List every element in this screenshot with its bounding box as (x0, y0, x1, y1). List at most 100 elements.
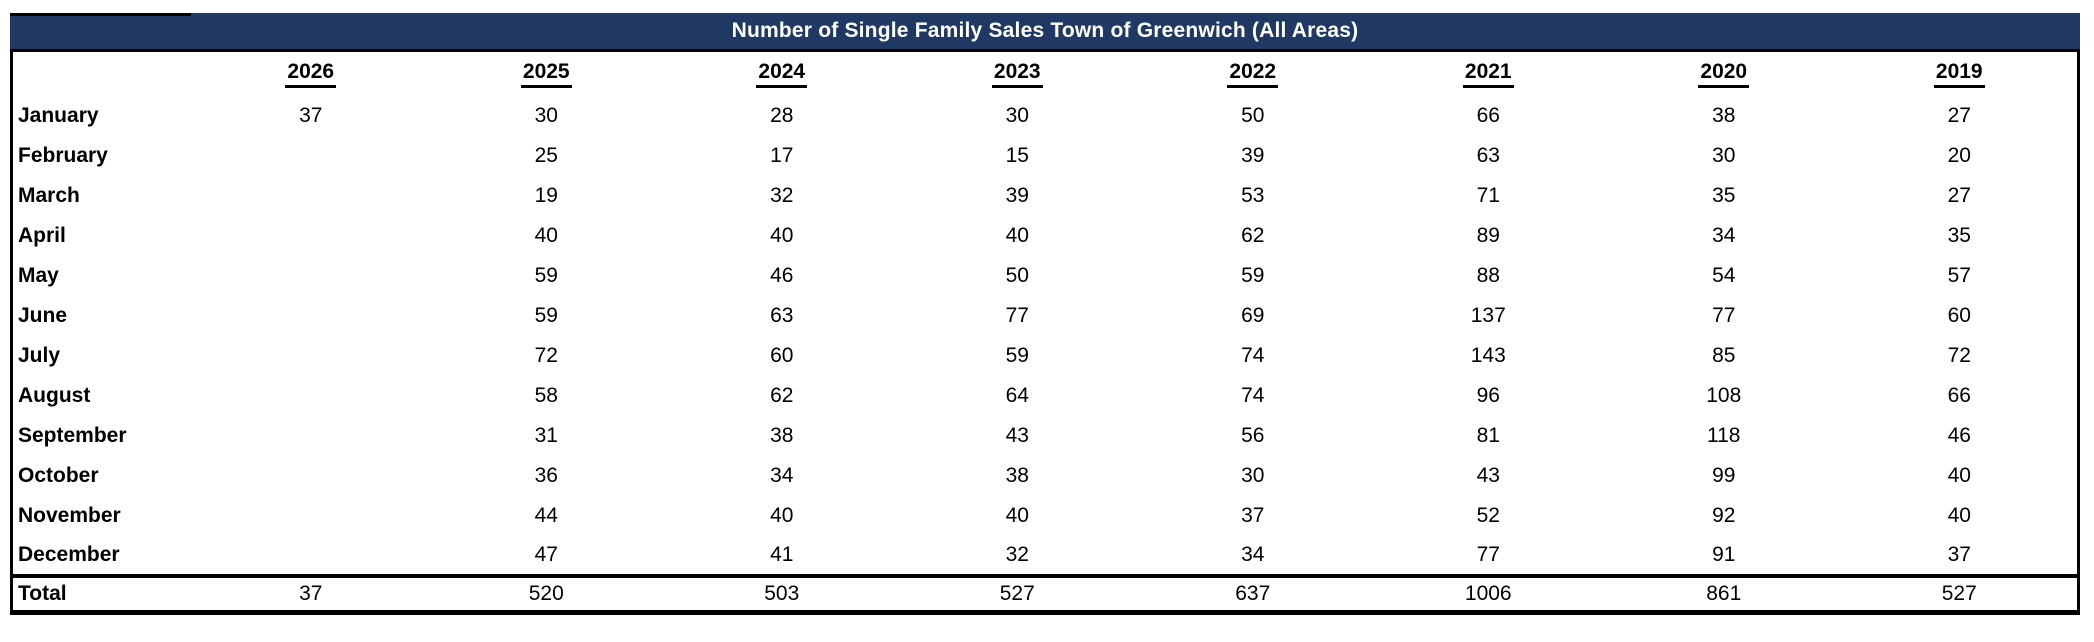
sales-value-cell: 39 (1005, 184, 1029, 207)
sales-value-cell (193, 136, 429, 176)
sales-value-cell: 77 (1712, 304, 1736, 327)
sales-value-cell: 74 (1241, 344, 1265, 367)
sales-value-cell: 32 (770, 184, 794, 207)
total-value-cell: 527 (899, 574, 1135, 610)
sales-value-cell: 89 (1476, 224, 1500, 247)
sales-value-cell: 41 (770, 543, 794, 566)
sales-value-cell: 34 (770, 464, 794, 487)
total-value-cell: 637 (1135, 574, 1371, 610)
sales-value-cell: 34 (1241, 543, 1265, 566)
sales-value-cell: 118 (1707, 424, 1741, 447)
sales-value-cell: 50 (1241, 104, 1265, 127)
sales-value-cell: 20 (1947, 144, 1971, 167)
sales-value-cell: 72 (1947, 344, 1971, 367)
sales-value-cell: 43 (1005, 424, 1029, 447)
sales-value-cell: 71 (1476, 184, 1500, 207)
table-row: October 36 34 38 30 43 99 40 (13, 456, 2077, 496)
sales-value-cell: 69 (1241, 304, 1265, 327)
year-label: 2020 (1698, 60, 1750, 88)
table-row: November 44 40 40 37 52 92 40 (13, 496, 2077, 536)
sales-value-cell: 40 (1005, 224, 1029, 247)
sales-value-cell (193, 376, 429, 416)
table-title: Number of Single Family Sales Town of Gr… (731, 19, 1359, 42)
sales-value-cell (193, 176, 429, 216)
sales-value-cell: 17 (770, 144, 794, 167)
sales-value-cell: 39 (1241, 144, 1265, 167)
monthly-sales-table: 2026 2025 2024 2023 2022 2021 2020 2019 January… (13, 52, 2077, 610)
sales-value-cell: 40 (1947, 504, 1971, 527)
sales-value-cell: 35 (1947, 224, 1971, 247)
sales-value-cell: 53 (1241, 184, 1265, 207)
month-label: June (18, 304, 68, 327)
table-row: April 40 40 40 62 89 34 35 (13, 216, 2077, 256)
sales-value-cell: 30 (1712, 144, 1736, 167)
sales-value-cell: 92 (1712, 504, 1736, 527)
sales-value-cell: 44 (534, 504, 558, 527)
year-column-header: 2022 (1135, 52, 1371, 96)
total-value-cell: 527 (1841, 574, 2077, 610)
sales-value-cell: 34 (1712, 224, 1736, 247)
sales-value-cell (193, 416, 429, 456)
sales-value-cell: 50 (1005, 264, 1029, 287)
table-row: May 59 46 50 59 88 54 57 (13, 256, 2077, 296)
sales-value-cell: 40 (770, 224, 794, 247)
year-label: 2024 (756, 60, 808, 88)
sales-value-cell (193, 216, 429, 256)
total-value-cell: 1006 (1370, 574, 1606, 610)
sales-value-cell: 47 (534, 543, 558, 566)
table-row: July 72 60 59 74 143 85 72 (13, 336, 2077, 376)
sales-value-cell: 63 (1476, 144, 1500, 167)
table-row: June 59 63 77 69 137 77 60 (13, 296, 2077, 336)
month-label: November (18, 504, 121, 527)
sales-value-cell: 40 (534, 224, 558, 247)
total-value-cell: 37 (193, 574, 429, 610)
sales-value-cell: 62 (1241, 224, 1265, 247)
title-corner-notch (10, 13, 191, 16)
sales-value-cell: 59 (534, 304, 558, 327)
sales-value-cell: 37 (299, 104, 323, 127)
month-label: July (18, 344, 61, 367)
year-column-header: 2024 (664, 52, 900, 96)
total-value-cell: 503 (664, 574, 900, 610)
year-label: 2021 (1462, 60, 1514, 88)
table-header: 2026 2025 2024 2023 2022 2021 2020 2019 (13, 52, 2077, 96)
sales-value-cell: 38 (1712, 104, 1736, 127)
sales-value-cell: 64 (1005, 384, 1029, 407)
table-row: January 37 30 28 30 50 66 38 27 (13, 96, 2077, 136)
sales-value-cell: 74 (1241, 384, 1265, 407)
table-body: January 37 30 28 30 50 66 38 27 February 25 17 15 39 6… (13, 96, 2077, 610)
year-column-header: 2019 (1842, 52, 2078, 96)
year-label: 2019 (1933, 60, 1985, 88)
month-label: August (18, 384, 91, 407)
row-header-corner-cell (13, 52, 193, 96)
month-label: February (18, 144, 108, 167)
sales-value-cell: 30 (1005, 104, 1029, 127)
sales-value-cell: 27 (1947, 184, 1971, 207)
sales-value-cell: 88 (1476, 264, 1500, 287)
sales-value-cell: 58 (534, 384, 558, 407)
sales-value-cell: 31 (534, 424, 558, 447)
sales-value-cell: 59 (1005, 344, 1029, 367)
sales-value-cell: 59 (1241, 264, 1265, 287)
sales-value-cell: 77 (1476, 543, 1500, 566)
sales-value-cell: 35 (1712, 184, 1736, 207)
sales-value-cell: 54 (1712, 264, 1736, 287)
table-title-bar: Number of Single Family Sales Town of Gr… (10, 13, 2080, 52)
table-body-wrap: 2026 2025 2024 2023 2022 2021 2020 2019 January… (10, 52, 2080, 615)
sales-value-cell: 37 (1947, 543, 1971, 566)
sales-value-cell: 57 (1947, 264, 1971, 287)
sales-value-cell: 19 (534, 184, 558, 207)
sales-value-cell: 38 (1005, 464, 1029, 487)
sales-value-cell: 66 (1476, 104, 1500, 127)
month-label: October (18, 464, 99, 487)
sales-value-cell: 40 (770, 504, 794, 527)
sales-value-cell: 30 (534, 104, 558, 127)
month-label: September (18, 424, 127, 447)
year-header-row: 2026 2025 2024 2023 2022 2021 2020 2019 (13, 52, 2077, 96)
sales-value-cell: 137 (1470, 304, 1506, 327)
sales-value-cell (193, 256, 429, 296)
sales-value-cell: 60 (770, 344, 794, 367)
sales-value-cell: 25 (534, 144, 558, 167)
month-label: March (18, 184, 80, 207)
sales-value-cell: 91 (1712, 543, 1736, 566)
